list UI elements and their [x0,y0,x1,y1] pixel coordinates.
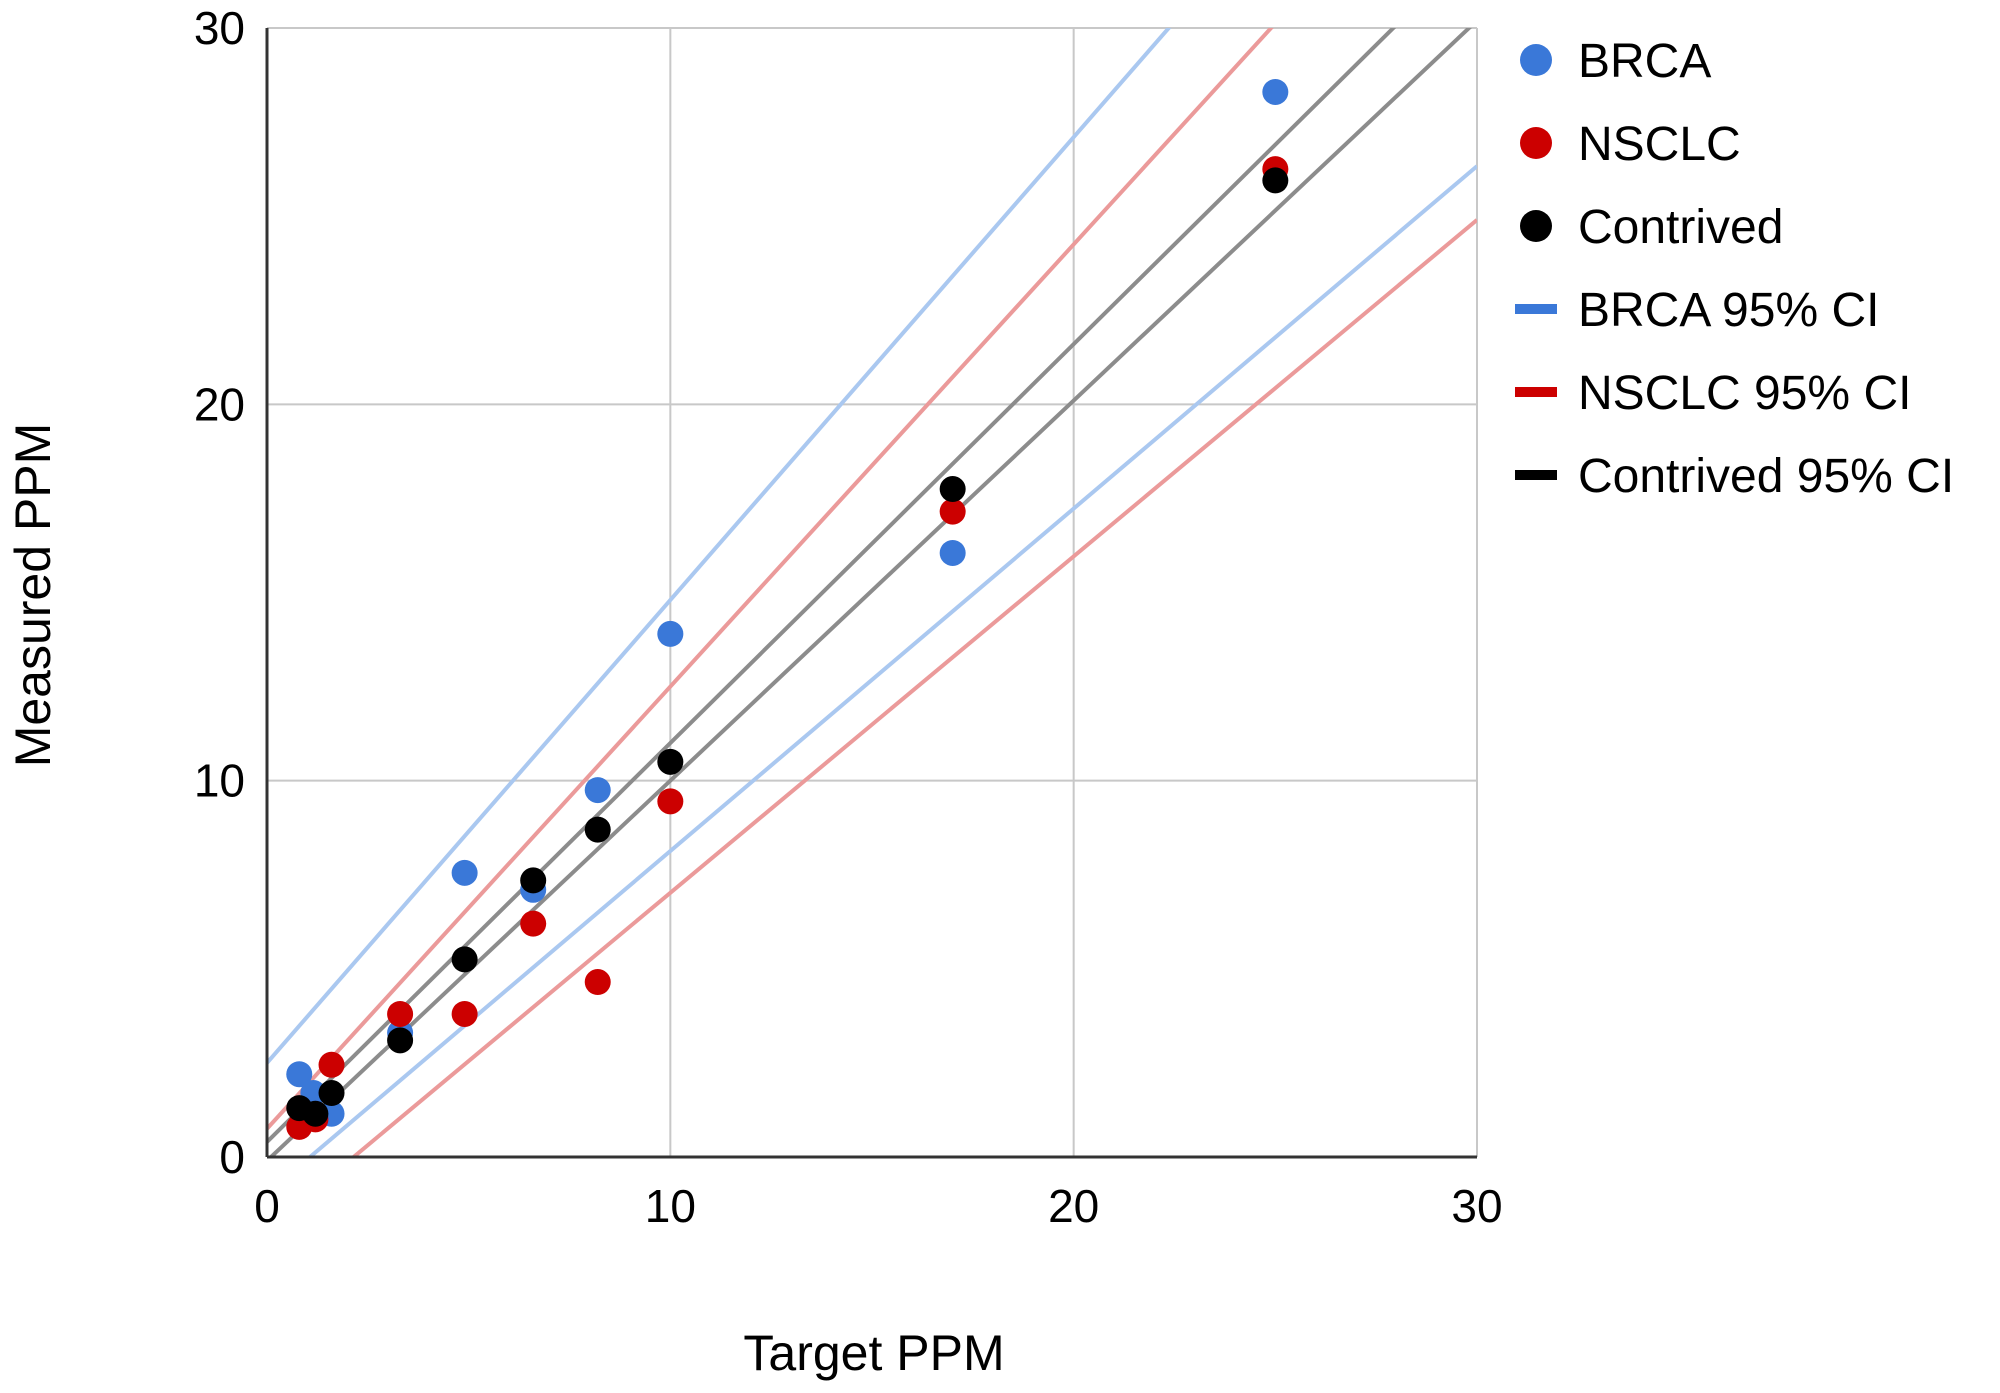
nsclc-point [939,498,966,525]
contrived-95-ci-legend-marker [1515,470,1557,480]
contrived-point [584,816,611,843]
brca-point [286,1061,313,1088]
legend-label: BRCA [1578,35,1711,88]
y-axis-title: Measured PPM [5,423,61,768]
brca-point [939,539,966,566]
nsclc-95-ci-line [267,28,1274,1131]
brca-legend-marker [1520,44,1552,76]
nsclc-point [451,1000,478,1027]
brca-point [1262,78,1289,105]
nsclc-95-ci-legend-marker [1515,387,1557,397]
legend-label: BRCA 95% CI [1578,284,1879,337]
ci-lines [267,28,1477,1157]
contrived-point [451,946,478,973]
x-tick-label: 30 [1451,1180,1502,1232]
brca-point [657,620,684,647]
contrived-point [657,748,684,775]
nsclc-point [318,1051,345,1078]
nsclc-95-ci-line [350,218,1477,1157]
legend-label: Contrived 95% CI [1578,450,1954,503]
x-tick-label: 20 [1048,1180,1099,1232]
contrived-95-ci-line [267,28,1397,1144]
contrived-legend-marker [1520,210,1552,242]
contrived-95-ci-line [268,28,1472,1157]
y-tick-label: 0 [219,1131,245,1183]
y-tick-label: 20 [194,378,245,430]
grid [267,27,1478,1157]
y-tick-label: 30 [194,2,245,54]
data-points [286,78,1289,1140]
contrived-point [302,1100,329,1127]
nsclc-point [520,910,547,937]
brca-95-ci-line [306,164,1477,1157]
contrived-point [520,867,547,894]
axes [265,28,1477,1159]
contrived-point [318,1080,345,1107]
brca-95-ci-legend-marker [1515,304,1557,314]
y-tick-label: 10 [194,755,245,807]
x-axis-title: Target PPM [743,1325,1004,1381]
brca-95-ci-line [267,28,1172,1065]
x-tick-label: 0 [254,1180,280,1232]
brca-point [451,859,478,886]
legend: BRCA NSCLC Contrived BRCA 95% CI NSCLC 95% C… [1515,35,1954,503]
contrived-point [939,476,966,503]
tick-labels: 0 10 20 30 0 10 20 30 [194,2,1503,1232]
contrived-point [387,1027,414,1054]
legend-label: NSCLC 95% CI [1578,367,1911,420]
nsclc-point [657,788,684,815]
x-tick-label: 10 [645,1180,696,1232]
brca-point [584,777,611,804]
contrived-point [1262,167,1289,194]
nsclc-point [387,1000,414,1027]
nsclc-point [584,969,611,996]
legend-label: NSCLC [1578,118,1741,171]
nsclc-legend-marker [1520,127,1552,159]
legend-label: Contrived [1578,201,1783,254]
